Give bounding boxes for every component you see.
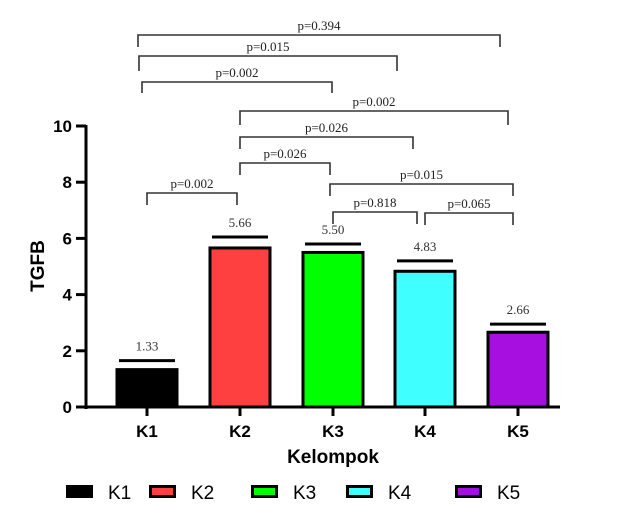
y-tick-label: 10 — [53, 117, 72, 136]
y-tick-label: 0 — [63, 398, 72, 417]
p-value-label: p=0.015 — [400, 167, 443, 182]
legend-label: K2 — [191, 483, 214, 504]
bracket-line — [146, 192, 238, 205]
legend-swatch — [66, 485, 93, 498]
x-tick-label: K2 — [229, 422, 251, 441]
p-value-label: p=0.002 — [215, 65, 258, 80]
significance-bracket: p=0.818 — [332, 195, 418, 224]
legend: K1 K2 K3 K4 K5 — [66, 483, 520, 504]
bracket-line — [424, 212, 514, 225]
p-value-label: p=0.002 — [170, 176, 213, 191]
x-tick-label: K1 — [136, 422, 158, 441]
bracket-line — [332, 211, 418, 224]
legend-item: K5 — [455, 483, 520, 504]
p-value-label: p=0.026 — [263, 146, 307, 161]
significance-bracket: p=0.002 — [141, 65, 333, 93]
bracket-line — [239, 162, 331, 175]
legend-item: K1 — [66, 483, 131, 504]
bar — [393, 269, 457, 409]
p-value-label: p=0.818 — [353, 195, 396, 210]
legend-item: K4 — [346, 483, 412, 504]
significance-bracket: p=0.026 — [239, 120, 414, 149]
y-tick-label: 4 — [63, 286, 73, 305]
significance-bracket: p=0.015 — [138, 39, 398, 71]
significance-bracket: p=0.065 — [424, 196, 514, 225]
significance-bracket: p=0.002 — [146, 176, 238, 205]
p-value-label: p=0.394 — [297, 18, 341, 33]
bracket-line — [239, 110, 509, 125]
x-tick-label: K4 — [414, 422, 436, 441]
bracket-line — [137, 34, 501, 47]
bracket-line — [138, 55, 398, 71]
legend-item: K2 — [149, 483, 214, 504]
y-axis-title: TGFB — [28, 240, 49, 292]
bracket-line — [329, 183, 514, 196]
p-value-label: p=0.002 — [352, 94, 395, 109]
p-value-label: p=0.026 — [305, 120, 349, 135]
bar — [115, 368, 179, 409]
significance-bracket: p=0.015 — [329, 167, 514, 196]
bar — [486, 330, 550, 409]
y-tick-label: 6 — [63, 229, 72, 248]
bracket-line — [141, 81, 333, 93]
value-label: 1.33 — [136, 339, 159, 354]
legend-swatch — [455, 485, 482, 498]
value-label: 5.66 — [229, 215, 252, 230]
x-tick-label: K3 — [322, 422, 344, 441]
x-axis-title: Kelompok — [287, 447, 379, 468]
significance-bracket: p=0.394 — [137, 18, 501, 47]
value-label: 2.66 — [507, 302, 530, 317]
legend-item: K3 — [251, 483, 316, 504]
significance-bracket: p=0.026 — [239, 146, 331, 175]
y-tick-label: 2 — [63, 342, 72, 361]
legend-label: K3 — [293, 483, 316, 504]
p-value-label: p=0.065 — [447, 196, 490, 211]
p-value-label: p=0.015 — [246, 39, 289, 54]
legend-label: K5 — [497, 483, 520, 504]
bar — [301, 250, 365, 409]
bar — [208, 246, 272, 409]
value-label: 5.50 — [322, 222, 345, 237]
y-tick-label: 8 — [63, 173, 72, 192]
x-tick-label: K5 — [507, 422, 529, 441]
value-label: 4.83 — [414, 239, 437, 254]
significance-bracket: p=0.002 — [239, 94, 509, 125]
legend-label: K4 — [388, 483, 412, 504]
legend-label: K1 — [108, 483, 131, 504]
legend-swatch — [149, 485, 176, 498]
bracket-line — [239, 136, 414, 149]
bars: 1.33 5.66 5.50 4.83 2.66 — [115, 215, 550, 409]
legend-swatch — [346, 485, 373, 498]
legend-swatch — [251, 485, 278, 498]
